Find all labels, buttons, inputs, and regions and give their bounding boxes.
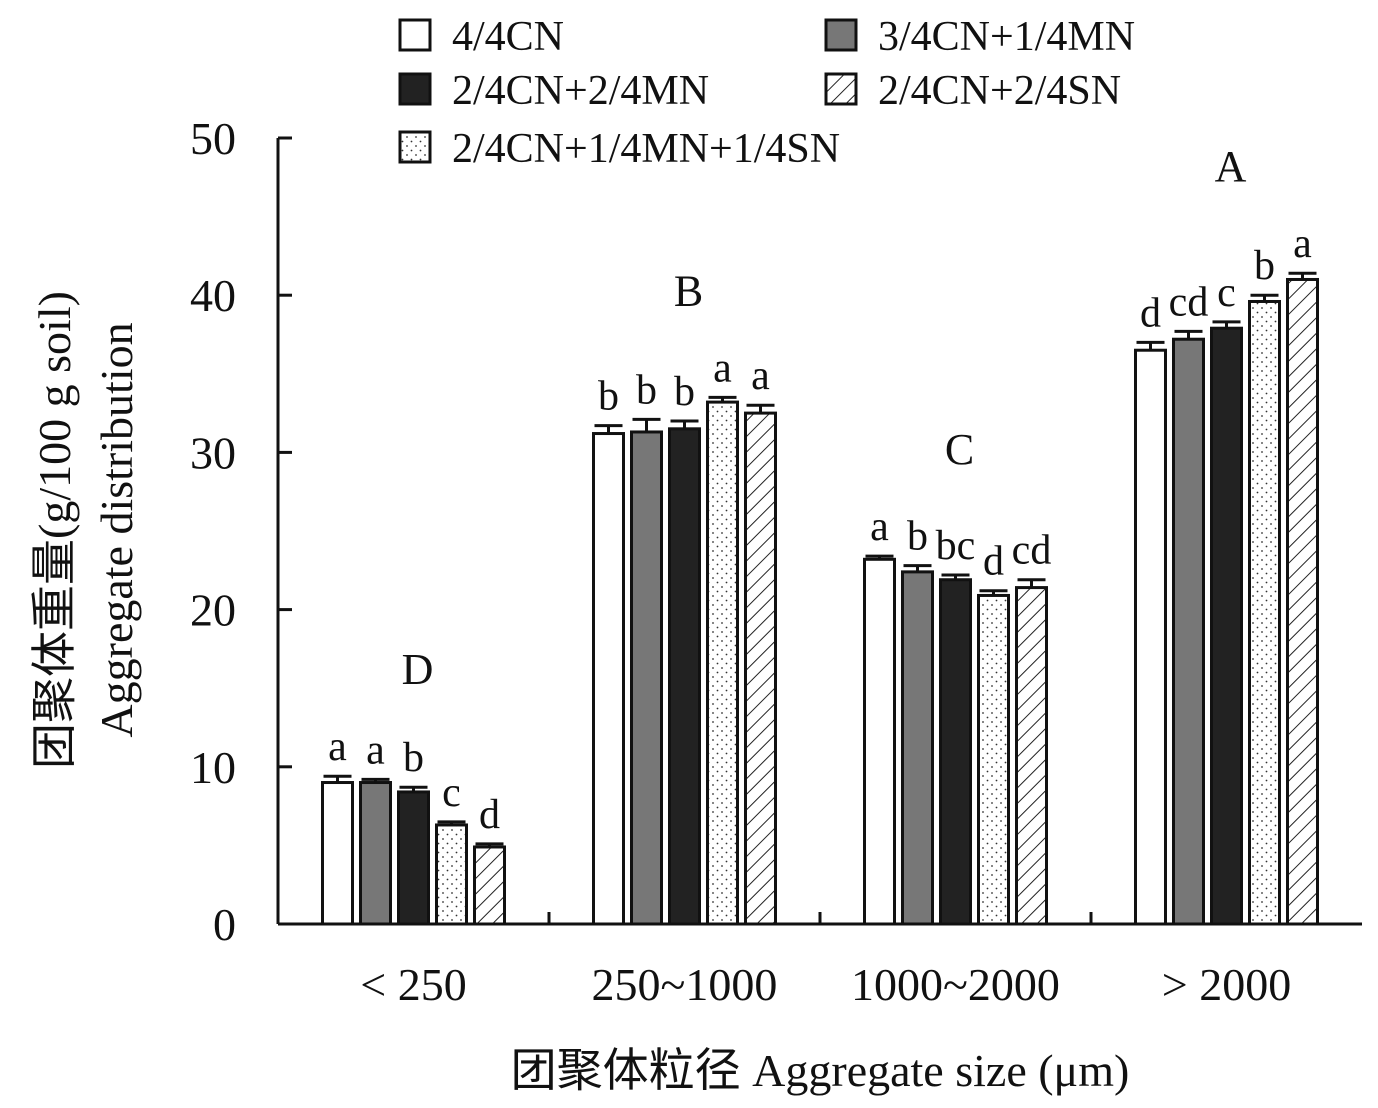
legend-label: 2/4CN+2/4SN bbox=[878, 68, 1121, 114]
bar bbox=[397, 790, 430, 926]
significance-letters: a a bc db b ba aa b bc d cdd cd cb a bbox=[328, 221, 1312, 838]
bar bbox=[321, 781, 354, 926]
group-letter: B bbox=[674, 266, 703, 315]
bar bbox=[359, 781, 392, 926]
significance-letter: cd bbox=[1012, 528, 1052, 574]
legend-label: 4/4CN bbox=[452, 14, 564, 60]
bar bbox=[1015, 586, 1048, 926]
legend-item: 2/4CN+1/4MN+1/4SN bbox=[398, 126, 840, 172]
significance-letter: a bbox=[366, 727, 385, 773]
legend-item: 4/4CN bbox=[398, 14, 564, 60]
group-letter: C bbox=[945, 425, 974, 474]
y-ticks: 0 10 20 30 40 50 bbox=[190, 113, 292, 950]
legend-label: 2/4CN+1/4MN+1/4SN bbox=[452, 126, 840, 172]
bar bbox=[863, 557, 896, 926]
x-tick-label: 1000~2000 bbox=[851, 959, 1060, 1010]
legend: 4/4CN 3/4CN+1/4MN 2/4CN+2/4MN 2/4CN+2/4SN 2/… bbox=[398, 14, 1135, 172]
bar bbox=[1134, 348, 1167, 926]
significance-letter: b bbox=[636, 367, 657, 413]
bar bbox=[744, 411, 777, 926]
significance-letter: d bbox=[983, 539, 1004, 585]
legend-swatch bbox=[398, 130, 432, 164]
significance-letter: c bbox=[1217, 270, 1236, 316]
x-tick-label: > 2000 bbox=[1162, 959, 1291, 1010]
y-tick-label: 30 bbox=[190, 427, 236, 478]
significance-letter: b bbox=[907, 514, 928, 560]
bar bbox=[1248, 299, 1281, 926]
bars bbox=[321, 277, 1319, 926]
legend-item: 2/4CN+2/4SN bbox=[824, 68, 1121, 114]
bar bbox=[706, 400, 739, 926]
significance-letter: a bbox=[870, 504, 889, 550]
y-tick-label: 10 bbox=[190, 742, 236, 793]
legend-swatch bbox=[398, 18, 432, 52]
legend-swatch bbox=[824, 18, 858, 52]
significance-letter: b bbox=[403, 735, 424, 781]
bar bbox=[435, 823, 468, 926]
y-tick-label: 0 bbox=[213, 899, 236, 950]
legend-label: 3/4CN+1/4MN bbox=[878, 14, 1135, 60]
bar bbox=[630, 430, 663, 926]
significance-letter: cd bbox=[1169, 279, 1209, 325]
bar bbox=[901, 570, 934, 926]
y-tick-label: 50 bbox=[190, 113, 236, 164]
x-ticks bbox=[547, 912, 1093, 924]
bar bbox=[473, 845, 506, 926]
legend-item: 3/4CN+1/4MN bbox=[824, 14, 1135, 60]
category-labels: < 250 250~1000 1000~2000 > 2000 bbox=[360, 959, 1291, 1010]
group-letter: A bbox=[1215, 142, 1247, 191]
significance-letter: d bbox=[1140, 290, 1161, 336]
group-letters: D B C A bbox=[402, 142, 1247, 694]
significance-letter: d bbox=[479, 792, 500, 838]
legend-swatch bbox=[398, 72, 432, 106]
bar bbox=[1286, 277, 1319, 926]
legend-swatch bbox=[824, 72, 858, 106]
y-tick-label: 20 bbox=[190, 585, 236, 636]
y-axis-title-line1: 团聚体重量(g/100 g soil) bbox=[29, 291, 80, 769]
y-axis: 0 10 20 30 40 50 bbox=[190, 113, 292, 950]
bar bbox=[1210, 326, 1243, 926]
error-bars bbox=[323, 271, 1317, 847]
significance-letter: b bbox=[1254, 243, 1275, 289]
bar bbox=[592, 432, 625, 926]
legend-item: 2/4CN+2/4MN bbox=[398, 68, 709, 114]
significance-letter: c bbox=[442, 770, 461, 816]
y-axis-title-line2: Aggregate distribution bbox=[91, 322, 142, 737]
legend-label: 2/4CN+2/4MN bbox=[452, 68, 709, 114]
group-letter: D bbox=[402, 645, 434, 694]
significance-letter: b bbox=[598, 374, 619, 420]
bar bbox=[977, 593, 1010, 926]
bar bbox=[668, 427, 701, 926]
significance-letter: b bbox=[674, 369, 695, 415]
x-axis-title: 团聚体粒径 Aggregate size (μm) bbox=[511, 1045, 1130, 1096]
y-tick-label: 40 bbox=[190, 270, 236, 321]
significance-letter: a bbox=[328, 724, 347, 770]
significance-letter: a bbox=[1293, 221, 1312, 267]
significance-letter: bc bbox=[936, 523, 976, 569]
significance-letter: a bbox=[713, 345, 732, 391]
x-tick-label: 250~1000 bbox=[592, 959, 778, 1010]
significance-letter: a bbox=[751, 353, 770, 399]
bar bbox=[939, 578, 972, 926]
bar bbox=[1172, 337, 1205, 926]
x-tick-label: < 250 bbox=[360, 959, 466, 1010]
